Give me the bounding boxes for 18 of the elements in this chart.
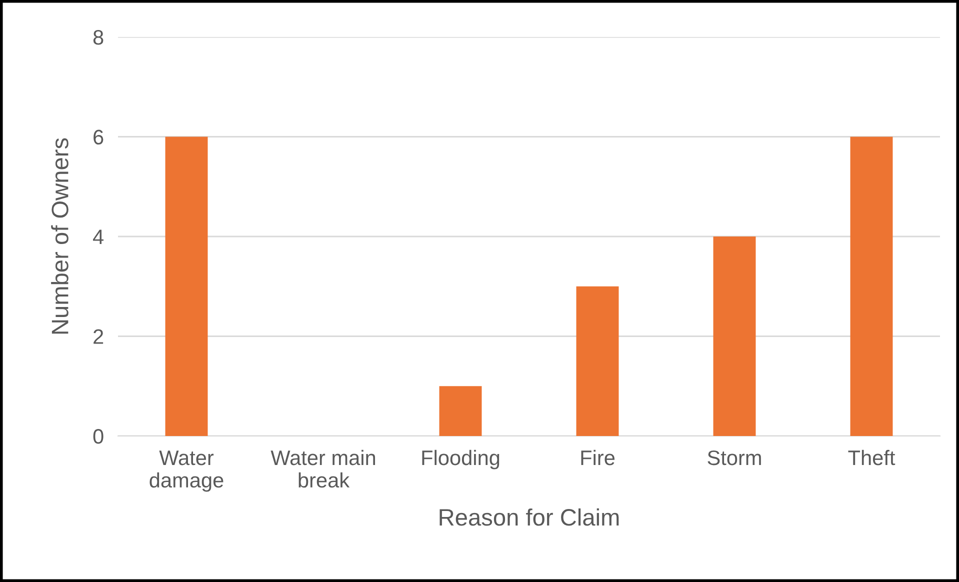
bar xyxy=(576,286,619,436)
x-tick-label: Water main break xyxy=(270,450,376,488)
bar xyxy=(850,136,893,436)
x-tick-label: Theft xyxy=(848,450,896,466)
x-tick-label: Storm xyxy=(708,450,761,466)
bar xyxy=(439,386,482,436)
y-tick-label: 2 xyxy=(94,329,104,344)
x-tick-label: Flooding xyxy=(422,450,500,470)
y-axis-title: Number of Owners xyxy=(51,138,68,334)
y-tick-label: 6 xyxy=(94,130,104,145)
x-tick-label: Water damage xyxy=(150,450,224,492)
y-tick-label: 8 xyxy=(93,30,104,45)
bar xyxy=(713,236,756,436)
x-tick-label: Fire xyxy=(581,450,615,466)
y-tick-label: 0 xyxy=(93,429,104,444)
y-tick-label: 4 xyxy=(93,230,104,244)
x-axis-title: Reason for Claim xyxy=(440,508,619,526)
bar xyxy=(165,136,208,436)
